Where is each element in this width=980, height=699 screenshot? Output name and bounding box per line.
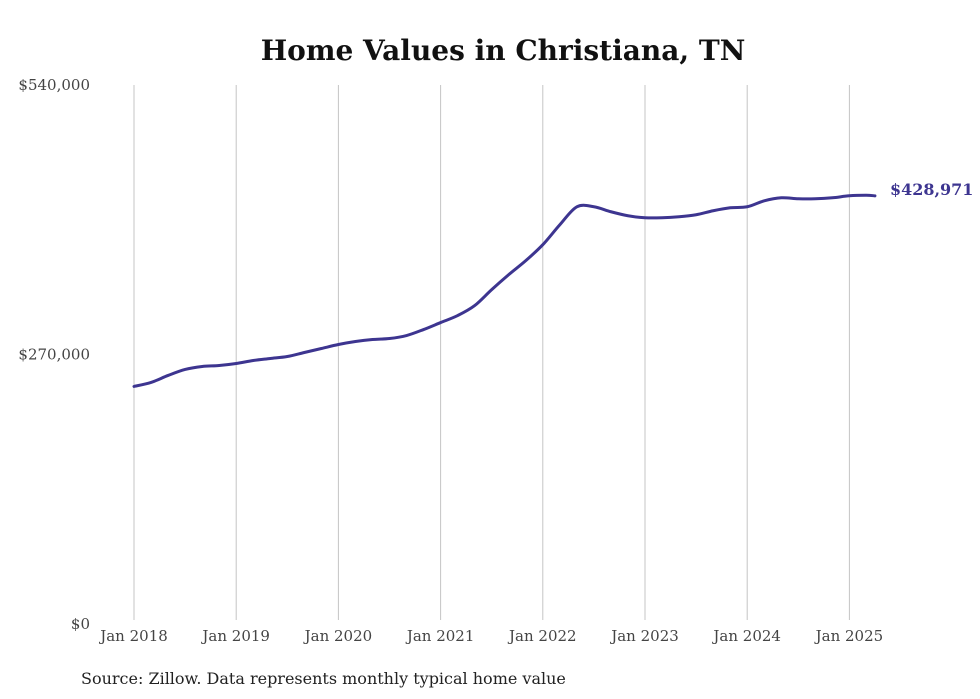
x-tick-label: Jan 2020	[303, 627, 373, 645]
gridlines	[133, 85, 850, 620]
series-line	[132, 193, 877, 388]
x-tick-label: Jan 2018	[98, 627, 168, 645]
x-tick-label: Jan 2024	[711, 627, 781, 645]
source-note: Source: Zillow. Data represents monthly …	[81, 669, 566, 688]
end-value-label: $428,971	[890, 180, 974, 199]
chart-title: Home Values in Christiana, TN	[261, 34, 746, 67]
x-tick-label: Jan 2019	[200, 627, 270, 645]
y-tick-label: $540,000	[18, 76, 90, 94]
y-tick-label: $270,000	[18, 346, 90, 364]
x-axis: Jan 2018 Jan 2019 Jan 2020 Jan 2021 Jan 2022…	[98, 627, 883, 645]
y-tick-label: $0	[71, 615, 90, 633]
x-tick-label: Jan 2021	[405, 627, 475, 645]
y-axis: $0 $270,000 $540,000	[18, 76, 90, 633]
x-tick-label: Jan 2023	[609, 627, 679, 645]
x-tick-label: Jan 2025	[814, 627, 884, 645]
x-tick-label: Jan 2022	[507, 627, 577, 645]
series-group	[132, 193, 877, 388]
